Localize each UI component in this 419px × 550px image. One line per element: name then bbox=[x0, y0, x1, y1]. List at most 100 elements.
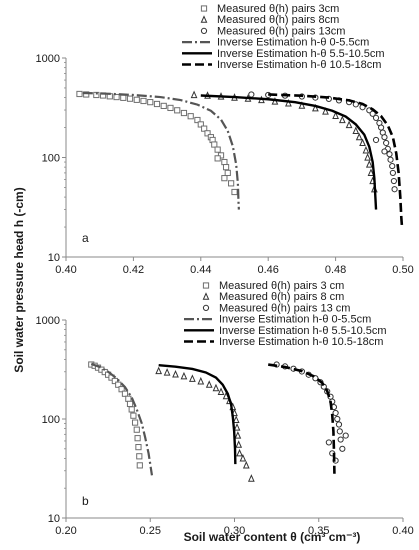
data-point bbox=[118, 386, 125, 393]
data-point bbox=[383, 139, 390, 147]
legend-label: Measured θ(h) pairs 3 cm bbox=[219, 280, 344, 292]
legend-label: Measured θ(h) pairs 13cm bbox=[217, 25, 345, 37]
data-point bbox=[233, 423, 241, 431]
data-point bbox=[389, 162, 396, 170]
data-point bbox=[180, 109, 188, 117]
data-point bbox=[167, 104, 174, 112]
y-axis-label: Soil water pressure head h (-cm) bbox=[12, 187, 26, 372]
data-point bbox=[217, 387, 225, 395]
data-point bbox=[359, 138, 366, 147]
data-point bbox=[134, 435, 141, 442]
data-point bbox=[136, 462, 143, 469]
y-tick-label: 10 bbox=[48, 513, 60, 525]
y-tick-label: 10 bbox=[48, 252, 60, 264]
data-point bbox=[111, 377, 118, 385]
data-point bbox=[285, 98, 292, 107]
series-line bbox=[158, 363, 237, 465]
data-point bbox=[163, 368, 171, 376]
data-point bbox=[147, 99, 154, 106]
data-point bbox=[365, 160, 373, 168]
panel-label: b bbox=[82, 494, 89, 508]
x-tick-label: 0.30 bbox=[224, 525, 245, 537]
legend-label: Measured θ(h) pairs 8cm bbox=[217, 14, 339, 26]
data-point bbox=[236, 448, 243, 457]
data-point bbox=[211, 141, 218, 148]
data-point bbox=[201, 125, 208, 132]
data-point bbox=[136, 453, 143, 460]
data-point bbox=[83, 91, 90, 98]
data-point bbox=[140, 97, 147, 105]
series-line bbox=[268, 363, 336, 474]
data-point bbox=[334, 415, 341, 423]
data-point bbox=[231, 188, 238, 196]
series-line bbox=[200, 94, 378, 210]
panel-label: a bbox=[82, 231, 89, 245]
data-point bbox=[135, 444, 142, 451]
data-point bbox=[187, 113, 194, 120]
data-point bbox=[214, 155, 221, 162]
data-point bbox=[364, 153, 371, 161]
series-line bbox=[82, 91, 240, 210]
series-line bbox=[268, 93, 404, 228]
data-point bbox=[355, 132, 363, 141]
data-point bbox=[389, 169, 396, 177]
legend-label: Measured θ(h) pairs 13 cm bbox=[219, 302, 350, 314]
y-tick-label: 100 bbox=[42, 414, 60, 426]
data-point bbox=[153, 100, 161, 108]
legend-label: Inverse Estimation h-θ 10.5-18cm bbox=[219, 336, 383, 348]
data-point bbox=[221, 175, 228, 182]
data-point bbox=[312, 103, 319, 112]
x-tick-label: 0.25 bbox=[140, 525, 161, 537]
data-point bbox=[234, 431, 242, 439]
legend-label: Inverse Estimation h-θ 5.5-10.5cm bbox=[219, 325, 387, 337]
data-point bbox=[372, 136, 380, 144]
legend-label: Inverse Estimation h-θ 10.5-18cm bbox=[217, 59, 381, 71]
data-point bbox=[391, 186, 398, 193]
data-point bbox=[120, 94, 127, 101]
data-point bbox=[214, 146, 221, 153]
data-point bbox=[180, 371, 188, 380]
x-tick-label: 0.46 bbox=[257, 264, 278, 276]
legend-marker bbox=[202, 282, 210, 289]
legend-label: Measured θ(h) pairs 3cm bbox=[217, 3, 339, 15]
data-point bbox=[222, 164, 230, 171]
data-point bbox=[377, 124, 385, 131]
data-point bbox=[228, 180, 235, 187]
y-tick-label: 1000 bbox=[36, 315, 60, 327]
series-line bbox=[90, 362, 154, 476]
y-tick-label: 100 bbox=[42, 153, 60, 165]
data-point bbox=[130, 412, 137, 419]
x-tick-label: 0.20 bbox=[55, 525, 76, 537]
y-tick-label: 1000 bbox=[36, 53, 60, 65]
data-point bbox=[155, 366, 163, 375]
data-point bbox=[372, 114, 380, 122]
data-point bbox=[224, 169, 231, 177]
data-point bbox=[325, 439, 332, 446]
legend-marker bbox=[200, 27, 208, 34]
data-point bbox=[381, 134, 388, 141]
data-point bbox=[204, 130, 211, 137]
data-point bbox=[335, 421, 343, 428]
data-point bbox=[352, 126, 360, 135]
x-tick-label: 0.40 bbox=[392, 525, 413, 537]
legend-label: Measured θ(h) pairs 8 cm bbox=[219, 291, 344, 303]
data-point bbox=[386, 151, 393, 158]
data-point bbox=[174, 107, 181, 114]
legend-marker bbox=[202, 304, 210, 311]
legend-label: Inverse Estimation h-θ 0-5.5cm bbox=[219, 314, 371, 326]
panel-a-chart: 10 100 1000 0.40 0.42 0.44 0.46 0.48 0.50 a Measur… bbox=[36, 3, 414, 276]
data-point bbox=[342, 432, 349, 439]
data-point bbox=[113, 93, 120, 101]
data-point bbox=[115, 381, 122, 388]
data-point bbox=[133, 426, 140, 433]
data-point bbox=[128, 406, 135, 413]
data-point bbox=[125, 395, 132, 402]
data-point bbox=[369, 110, 376, 117]
data-point bbox=[336, 428, 343, 435]
data-point bbox=[190, 90, 198, 99]
x-tick-label: 0.35 bbox=[308, 525, 329, 537]
x-tick-label: 0.44 bbox=[190, 264, 211, 276]
data-point bbox=[76, 90, 83, 98]
